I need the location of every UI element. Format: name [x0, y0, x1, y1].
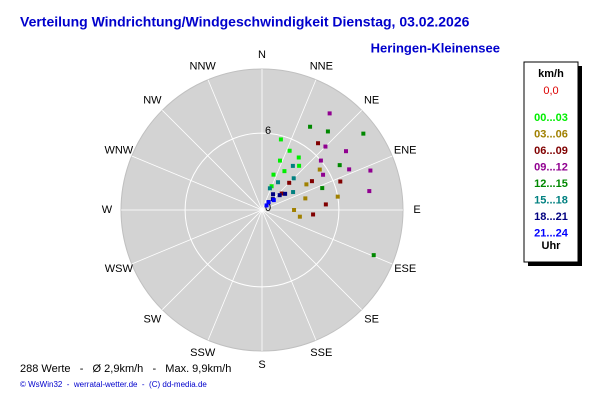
spoke [261, 209, 362, 310]
point [271, 198, 276, 203]
point [283, 191, 288, 196]
direction-label: SSW [190, 347, 216, 359]
point [277, 158, 282, 163]
point [337, 163, 342, 168]
point [269, 184, 274, 189]
spoke [261, 155, 393, 211]
point [296, 155, 301, 160]
r-tick-label: 6 [265, 125, 271, 137]
point [291, 176, 296, 181]
point [347, 167, 352, 172]
spoke [131, 155, 263, 211]
spoke [207, 209, 263, 341]
point [304, 182, 309, 187]
point [368, 168, 373, 173]
point [297, 214, 302, 219]
point [266, 200, 271, 205]
point [344, 149, 349, 154]
spoke [261, 209, 393, 265]
chart-subtitle: Heringen-Kleinensee [371, 40, 500, 55]
legend-calm: 0,0 [543, 85, 558, 97]
point [271, 172, 276, 177]
legend-entry: 18...21 [534, 211, 568, 223]
direction-label: SE [364, 314, 379, 326]
legend-entry: 21...24 [534, 227, 569, 239]
r-tick-label: 0 [265, 202, 271, 214]
direction-label: W [102, 204, 113, 216]
point [371, 253, 376, 258]
direction-label: ENE [394, 145, 417, 157]
point [291, 190, 296, 195]
point [325, 129, 330, 134]
direction-label: NE [364, 94, 379, 106]
point [297, 163, 302, 168]
point [335, 194, 340, 199]
legend-box [523, 61, 579, 263]
point [292, 208, 297, 212]
point [290, 163, 295, 168]
legend-entry: 06...09 [534, 145, 568, 157]
spoke [207, 79, 263, 211]
point [282, 169, 287, 174]
direction-label: N [258, 49, 266, 61]
point [367, 189, 372, 194]
footer: 288 Werte - Ø 2,9km/h - Max. 9,9km/h [20, 363, 231, 375]
point [287, 180, 292, 185]
point [361, 131, 366, 136]
direction-label: SW [144, 314, 162, 326]
direction-label: NW [143, 94, 162, 106]
point [318, 158, 323, 163]
direction-label: WSW [105, 263, 134, 275]
spoke [131, 209, 263, 265]
legend-entry: 00...03 [534, 112, 568, 124]
point [323, 202, 328, 207]
spoke [162, 209, 263, 310]
legend-entry: 12...15 [534, 178, 568, 190]
legend-entry: 03...06 [534, 128, 568, 140]
direction-label: NNW [190, 61, 217, 73]
point [264, 203, 269, 208]
point [278, 137, 283, 142]
point [320, 186, 325, 191]
point [327, 111, 332, 116]
point [287, 148, 292, 153]
point [276, 180, 281, 185]
point [317, 167, 322, 172]
point [303, 196, 308, 201]
spoke [261, 209, 317, 341]
legend-footer: Uhr [542, 240, 562, 252]
point [311, 212, 316, 217]
direction-label: E [413, 204, 420, 216]
direction-label: SSE [310, 347, 332, 359]
direction-label: ESE [394, 263, 416, 275]
legend-entry: 09...12 [534, 161, 568, 173]
point [321, 172, 326, 177]
spoke [162, 110, 263, 211]
legend-entry: 15...18 [534, 194, 568, 206]
chart-title: Verteilung Windrichtung/Windgeschwindigk… [20, 14, 470, 30]
point [316, 141, 321, 146]
direction-label: S [258, 359, 265, 371]
point [277, 193, 282, 198]
point [271, 192, 276, 197]
copyright: © WsWin32 - werratal-wetter.de - (C) dd-… [20, 380, 207, 389]
point [309, 179, 314, 184]
point [323, 144, 328, 149]
direction-label: WNW [104, 145, 133, 157]
grid-ring [184, 132, 340, 288]
point [267, 186, 272, 191]
point [338, 179, 343, 184]
legend-title: km/h [538, 68, 564, 80]
direction-label: NNE [310, 61, 333, 73]
point [308, 124, 313, 129]
